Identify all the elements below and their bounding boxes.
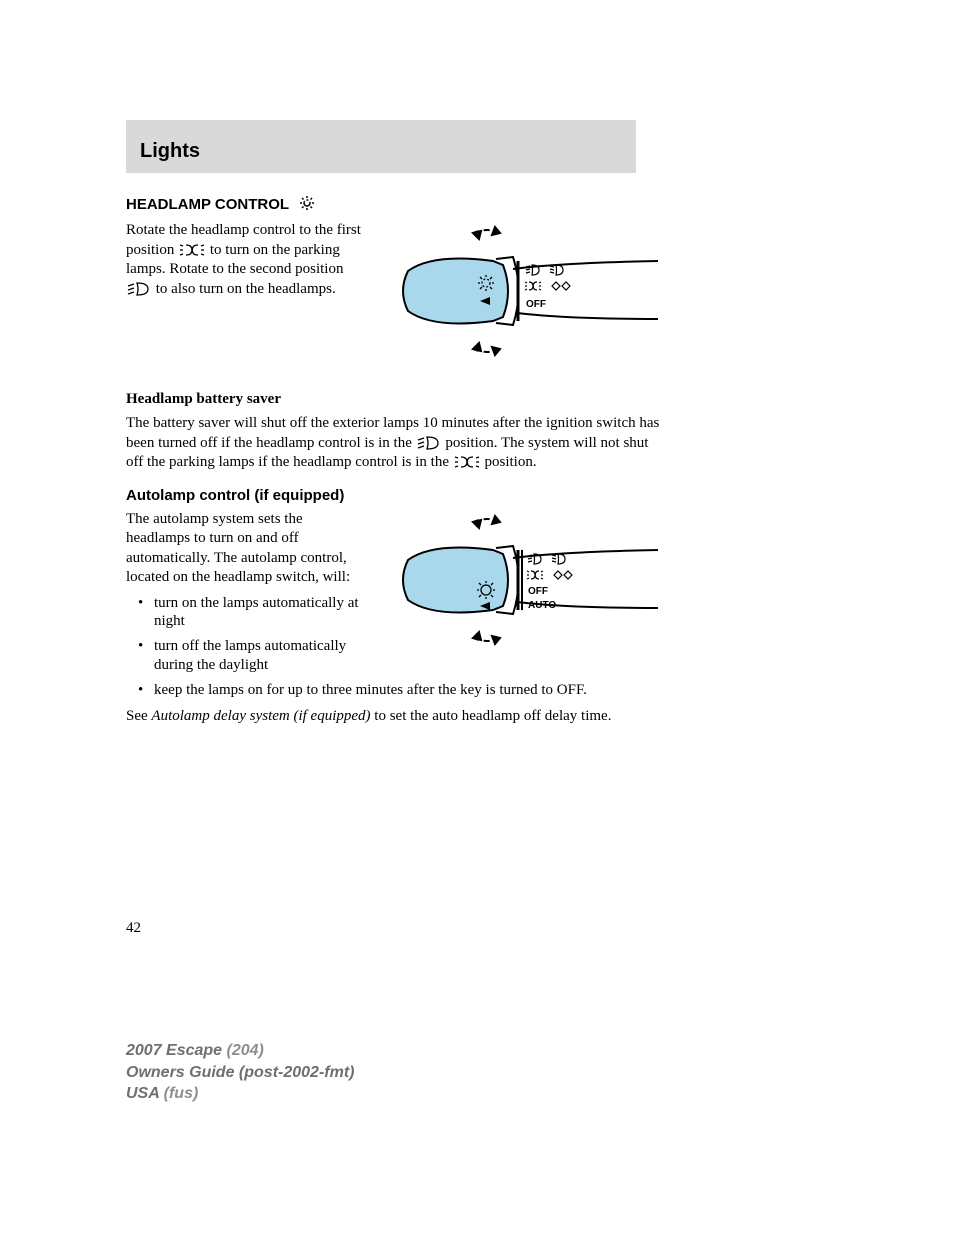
autolamp-icon — [297, 193, 317, 213]
headlamp-icon — [126, 281, 152, 297]
fig2-off-label: OFF — [528, 586, 548, 597]
fig2-auto-label: AUTO — [528, 600, 556, 611]
autolamp-bullets: turn on the lamps automatically at night… — [126, 594, 366, 675]
headlamp-control-heading: HEADLAMP CONTROL — [126, 193, 666, 213]
footer-region-code: (fus) — [164, 1085, 199, 1102]
battery-saver-body: The battery saver will shut off the exte… — [126, 414, 666, 473]
outro-italic: Autolamp delay system (if equipped) — [151, 708, 370, 724]
parking-lamp-icon — [453, 454, 481, 470]
headlamp-control-figure-2: OFF AUTO — [378, 510, 658, 660]
intro-paragraph: Rotate the headlamp control to the first… — [126, 221, 366, 299]
battery-saver-heading: Headlamp battery saver — [126, 391, 666, 408]
bullet-1: turn on the lamps automatically at night — [142, 594, 366, 632]
outro-pre: See — [126, 708, 151, 724]
autolamp-intro: The autolamp system sets the headlamps t… — [126, 510, 366, 588]
headlamp-icon — [416, 435, 442, 451]
intro-part3: to also turn on the headlamps. — [152, 281, 336, 297]
footer: 2007 Escape (204) Owners Guide (post-200… — [126, 1040, 354, 1105]
section-title-box: Lights — [126, 120, 636, 173]
page-number: 42 — [126, 920, 141, 937]
bullet-3: keep the lamps on for up to three minute… — [142, 681, 642, 700]
bullet-2: turn off the lamps automatically during … — [142, 637, 366, 675]
autolamp-bullets-wide: keep the lamps on for up to three minute… — [126, 681, 666, 700]
sub1-part3: position. — [481, 454, 537, 470]
section-title: Lights — [140, 140, 622, 163]
headlamp-control-figure-1: OFF — [378, 221, 658, 371]
parking-lamp-icon — [178, 242, 206, 258]
heading-text: HEADLAMP CONTROL — [126, 196, 289, 213]
outro-post: to set the auto headlamp off delay time. — [371, 708, 612, 724]
footer-region: USA — [126, 1085, 164, 1102]
autolamp-outro: See Autolamp delay system (if equipped) … — [126, 707, 666, 727]
autolamp-heading: Autolamp control (if equipped) — [126, 487, 666, 504]
footer-model: 2007 Escape — [126, 1042, 227, 1059]
fig1-off-label: OFF — [526, 299, 546, 310]
footer-guide: Owners Guide (post-2002-fmt) — [126, 1062, 354, 1084]
footer-code: (204) — [227, 1042, 264, 1059]
